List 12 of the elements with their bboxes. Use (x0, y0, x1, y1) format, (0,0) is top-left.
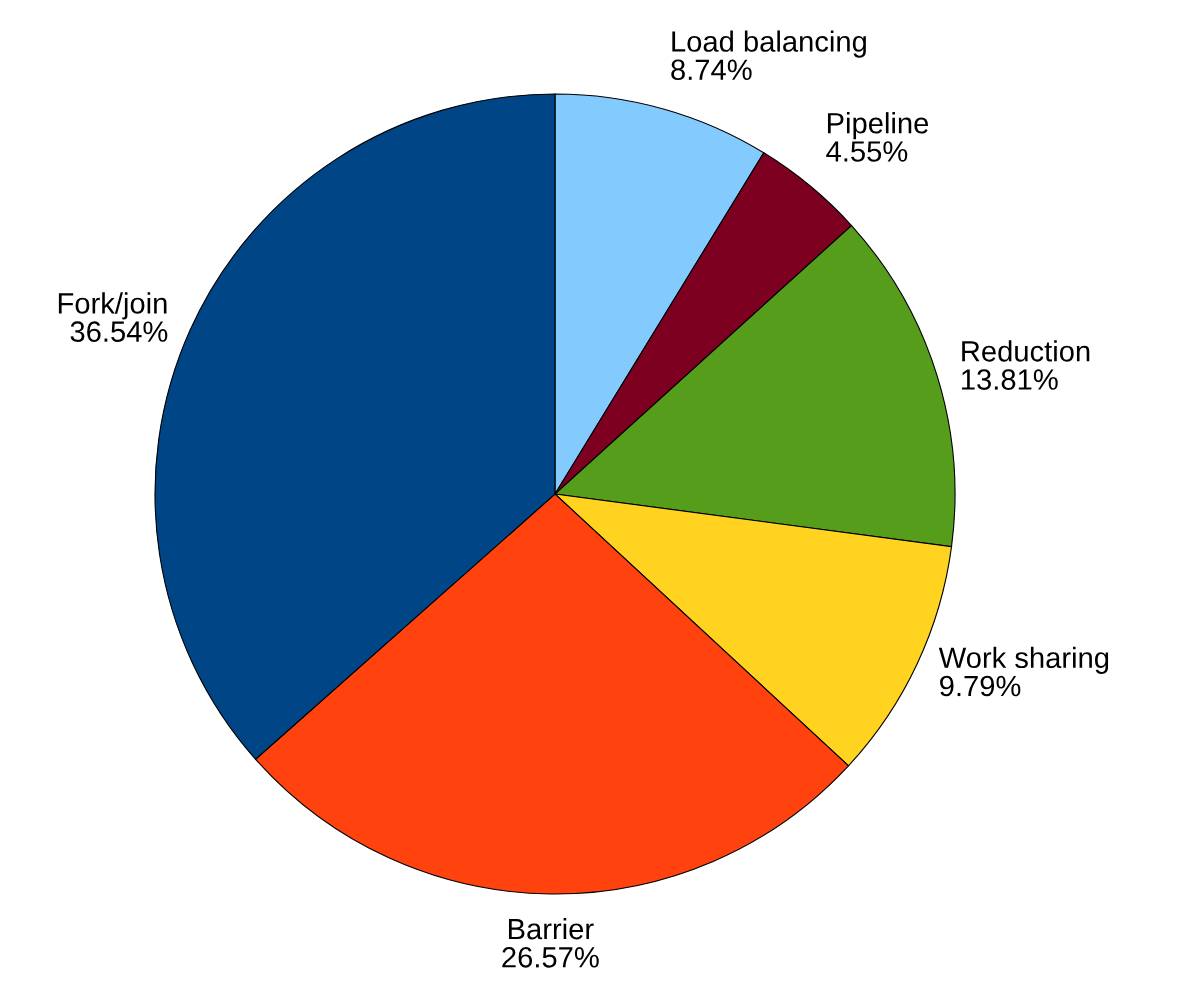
slice-label: Fork/join (58, 292, 167, 320)
data-label: 26.57% (502, 946, 599, 968)
data-label: 8.74% (671, 59, 752, 81)
data-label: 9.79% (940, 675, 1021, 697)
slice-label: Work sharing (938, 646, 1109, 674)
slice-label: Load balancing (672, 30, 866, 58)
data-label: 4.55% (826, 141, 908, 162)
data-label: 13.81% (962, 369, 1058, 390)
data-label: 36.54% (70, 321, 168, 342)
slice-label: Reduction (962, 340, 1090, 362)
slice-label: Pipeline (827, 112, 929, 140)
slice-label: Barrier (508, 917, 594, 940)
